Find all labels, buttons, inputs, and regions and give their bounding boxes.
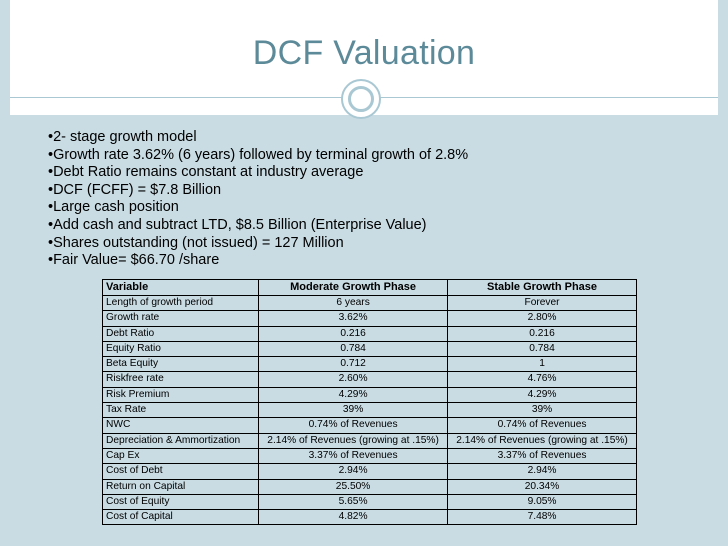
table-row: Tax Rate 39% 39%	[101, 402, 637, 419]
table-row: Cap Ex 3.37% of Revenues 3.37% of Revenu…	[101, 447, 637, 465]
moderate-value-cell: 0.74% of Revenues	[258, 417, 449, 434]
stable-value-cell: 2.94%	[447, 463, 637, 480]
stable-value-cell: 20.34%	[447, 478, 637, 495]
variable-cell: Length of growth period	[101, 294, 260, 312]
variable-cell: NWC	[101, 417, 260, 434]
table-header-row: Variable Moderate Growth Phase Stable Gr…	[101, 279, 637, 296]
variable-cell: Growth rate	[101, 310, 260, 327]
right-accent-bar	[718, 0, 728, 546]
moderate-value-cell: 4.29%	[258, 386, 449, 404]
variable-cell: Debt Ratio	[101, 325, 260, 342]
variable-cell: Depreciation & Ammortization	[101, 432, 260, 449]
table-row: Depreciation & Ammortization 2.14% of Re…	[101, 432, 637, 449]
variable-cell: Equity Ratio	[101, 340, 260, 358]
bullet-item: DCF (FCFF) = $7.8 Billion	[48, 182, 468, 200]
moderate-value-cell: 2.94%	[258, 463, 449, 480]
variable-cell: Risk Premium	[101, 386, 260, 404]
moderate-value-cell: 2.60%	[258, 371, 449, 388]
bullet-item: Fair Value= $66.70 /share	[48, 252, 468, 270]
table-row: Riskfree rate 2.60% 4.76%	[101, 371, 637, 388]
table-row: Length of growth period 6 years Forever	[101, 294, 637, 312]
stable-value-cell: 4.76%	[447, 371, 637, 388]
table-row: Growth rate 3.62% 2.80%	[101, 310, 637, 327]
stable-value-cell: Forever	[447, 294, 637, 312]
column-header-variable: Variable	[101, 279, 260, 296]
bullet-item: Debt Ratio remains constant at industry …	[48, 164, 468, 182]
table-row: Cost of Debt 2.94% 2.94%	[101, 463, 637, 480]
stable-value-cell: 2.80%	[447, 310, 637, 327]
variable-cell: Beta Equity	[101, 356, 260, 373]
variable-cell: Cost of Equity	[101, 493, 260, 511]
moderate-value-cell: 6 years	[258, 294, 449, 312]
left-accent-bar	[0, 0, 10, 546]
moderate-value-cell: 4.82%	[258, 509, 449, 526]
stable-value-cell: 7.48%	[447, 509, 637, 526]
bullet-list: 2- stage growth model Growth rate 3.62% …	[48, 129, 468, 270]
dcf-assumptions-table: Variable Moderate Growth Phase Stable Gr…	[101, 279, 637, 526]
variable-cell: Riskfree rate	[101, 371, 260, 388]
stable-value-cell: 3.37% of Revenues	[447, 447, 637, 465]
moderate-value-cell: 25.50%	[258, 478, 449, 495]
stable-value-cell: 0.216	[447, 325, 637, 342]
stable-value-cell: 2.14% of Revenues (growing at .15%)	[447, 432, 637, 449]
variable-cell: Cap Ex	[101, 447, 260, 465]
stable-value-cell: 4.29%	[447, 386, 637, 404]
bullet-item: Large cash position	[48, 199, 468, 217]
table-row: Equity Ratio 0.784 0.784	[101, 340, 637, 358]
table-row: Risk Premium 4.29% 4.29%	[101, 386, 637, 404]
variable-cell: Return on Capital	[101, 478, 260, 495]
stable-value-cell: 9.05%	[447, 493, 637, 511]
variable-cell: Cost of Debt	[101, 463, 260, 480]
table-row: Return on Capital 25.50% 20.34%	[101, 478, 637, 495]
stable-value-cell: 39%	[447, 402, 637, 419]
table-row: Beta Equity 0.712 1	[101, 356, 637, 373]
table-row: Cost of Capital 4.82% 7.48%	[101, 509, 637, 526]
bullet-item: 2- stage growth model	[48, 129, 468, 147]
stable-value-cell: 0.74% of Revenues	[447, 417, 637, 434]
variable-cell: Tax Rate	[101, 402, 260, 419]
moderate-value-cell: 0.712	[258, 356, 449, 373]
column-header-stable-growth: Stable Growth Phase	[447, 279, 637, 296]
variable-cell: Cost of Capital	[101, 509, 260, 526]
moderate-value-cell: 3.62%	[258, 310, 449, 327]
stable-value-cell: 0.784	[447, 340, 637, 358]
moderate-value-cell: 0.216	[258, 325, 449, 342]
moderate-value-cell: 39%	[258, 402, 449, 419]
stable-value-cell: 1	[447, 356, 637, 373]
bullet-item: Shares outstanding (not issued) = 127 Mi…	[48, 235, 468, 253]
moderate-value-cell: 2.14% of Revenues (growing at .15%)	[258, 432, 449, 449]
table-row: Debt Ratio 0.216 0.216	[101, 325, 637, 342]
table-row: NWC 0.74% of Revenues 0.74% of Revenues	[101, 417, 637, 434]
bullet-item: Growth rate 3.62% (6 years) followed by …	[48, 147, 468, 165]
moderate-value-cell: 3.37% of Revenues	[258, 447, 449, 465]
table-row: Cost of Equity 5.65% 9.05%	[101, 493, 637, 511]
bullet-item: Add cash and subtract LTD, $8.5 Billion …	[48, 217, 468, 235]
slide-title: DCF Valuation	[252, 34, 476, 72]
moderate-value-cell: 0.784	[258, 340, 449, 358]
column-header-moderate-growth: Moderate Growth Phase	[258, 279, 449, 296]
circle-ornament-icon	[341, 79, 381, 119]
moderate-value-cell: 5.65%	[258, 493, 449, 511]
